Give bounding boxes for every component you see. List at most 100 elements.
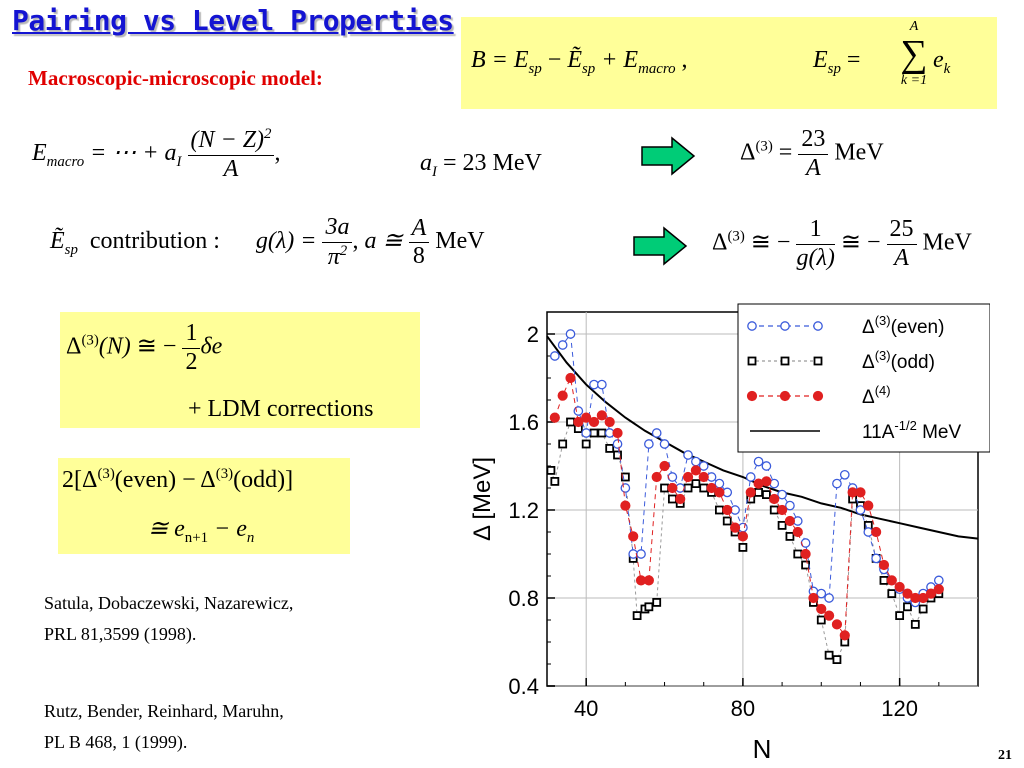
legend-marker: [813, 356, 823, 366]
data-point: [801, 560, 811, 570]
data-point: [589, 379, 599, 390]
series-0: [549, 329, 944, 608]
data-point: [682, 471, 694, 483]
legend: Δ(3)(even) Δ(3)(odd) Δ(4) 11A-1/2 MeV: [737, 303, 990, 453]
data-point: [816, 588, 827, 599]
data-point: [754, 487, 763, 497]
axis-ticks: 40 80 120 0.4 0.8 1.2 1.6 2: [508, 322, 979, 721]
data-point: [581, 439, 591, 449]
data-point: [800, 548, 811, 560]
data-point: [878, 559, 890, 571]
data-point: [793, 549, 803, 559]
y-axis-label: Δ [MeV]: [470, 457, 496, 541]
data-point: [565, 329, 576, 339]
data-point: [863, 500, 874, 511]
level-spacing-formula: ≅ en+1 − en: [148, 516, 255, 546]
data-point: [903, 602, 912, 612]
data-point: [643, 575, 654, 586]
data-point: [918, 592, 929, 604]
legend-marker: [746, 390, 758, 402]
data-point: [816, 615, 826, 625]
data-point: [714, 478, 725, 489]
legend-marker: [747, 356, 757, 366]
legend-marker: [813, 321, 823, 331]
data-point: [855, 505, 866, 515]
binding-energy-box: B = Esp − Ẽsp + Emacro , Esp = A ∑ k =1 …: [461, 17, 997, 109]
data-point: [597, 428, 607, 438]
data-point: [832, 655, 842, 665]
y-tick-label: 0.8: [508, 586, 539, 611]
data-point: [831, 619, 843, 630]
data-point: [706, 482, 717, 494]
data-point: [651, 471, 662, 483]
data-point: [612, 439, 623, 449]
slide-subtitle: Macroscopic-microscopic model:: [28, 66, 323, 90]
data-point: [565, 372, 576, 384]
data-point: [761, 461, 772, 471]
data-point: [605, 443, 615, 453]
data-point: [910, 619, 920, 629]
data-point: [777, 489, 787, 500]
data-point: [699, 483, 709, 493]
data-point: [855, 487, 866, 498]
esp-formula: Esp =: [813, 47, 861, 77]
data-point: [558, 439, 568, 449]
data-point: [808, 592, 819, 604]
data-point: [691, 456, 701, 467]
data-point: [659, 439, 670, 449]
data-point: [737, 531, 749, 542]
slide-title: Pairing vs Level Properties: [12, 4, 454, 37]
data-point: [588, 416, 600, 428]
legend-marker: [812, 390, 824, 402]
pairing-gap-chart: 40 80 120 0.4 0.8 1.2 1.6 2 Δ(3)(even) Δ(3)(odd)…: [470, 303, 990, 764]
data-point: [714, 505, 724, 515]
data-point: [745, 472, 756, 482]
data-point: [581, 428, 592, 438]
data-point: [839, 469, 850, 480]
a-i-value: aI = 23 MeV: [420, 150, 542, 180]
data-point: [573, 416, 584, 428]
legend-label: Δ(3)(odd): [862, 348, 935, 373]
data-point: [667, 482, 678, 494]
x-axis-label: N: [753, 734, 772, 764]
binding-energy-formula: B = Esp − Ẽsp + Emacro ,: [471, 47, 688, 77]
y-tick-label: 1.2: [508, 498, 539, 523]
data-point: [566, 417, 575, 427]
data-point: [792, 526, 803, 538]
legend-label: Δ(3)(even): [862, 313, 944, 338]
data-point: [690, 465, 701, 476]
x-tick-label: 40: [574, 696, 598, 721]
data-point: [925, 588, 937, 599]
data-point: [698, 471, 709, 483]
data-point: [620, 500, 631, 511]
data-point: [714, 487, 725, 498]
delta3-25-over-a: Δ(3) ≅ − 1 g(λ) ≅ − 25 A MeV: [712, 216, 972, 271]
data-point: [839, 630, 850, 641]
x-tick-label: 120: [881, 696, 918, 721]
data-point: [675, 493, 686, 505]
legend-marker: [779, 390, 791, 402]
even-odd-box: 2[Δ(3)(even) − Δ(3)(odd)] ≅ en+1 − en: [58, 458, 350, 554]
data-point: [816, 603, 827, 615]
data-point: [824, 610, 835, 621]
data-point: [902, 588, 913, 599]
y-tick-label: 0.4: [508, 674, 539, 699]
series-1: [546, 417, 944, 665]
data-point: [753, 456, 764, 467]
legend-label: 11A-1/2 MeV: [862, 418, 961, 443]
reference-2: Rutz, Bender, Reinhard, Maruhn, PL B 468…: [44, 701, 284, 752]
legend-label: Δ(4): [862, 383, 891, 408]
legend-entry: Δ(3)(even): [747, 313, 944, 338]
legend-marker: [780, 321, 790, 331]
even-odd-formula: 2[Δ(3)(even) − Δ(3)(odd)]: [62, 466, 294, 493]
arrow-right-icon: [633, 226, 688, 266]
sum-symbol: A ∑ k =1: [900, 19, 928, 88]
data-point: [745, 487, 756, 498]
data-point: [636, 549, 646, 559]
data-point: [761, 476, 772, 487]
data-point: [918, 604, 928, 614]
delta3-23-over-a: Δ(3) = 23 A MeV: [740, 126, 884, 181]
data-point: [729, 522, 741, 533]
series-line: [554, 376, 940, 637]
reference-1: Satula, Dobaczewski, Nazarewicz, PRL 81,…: [44, 593, 294, 644]
